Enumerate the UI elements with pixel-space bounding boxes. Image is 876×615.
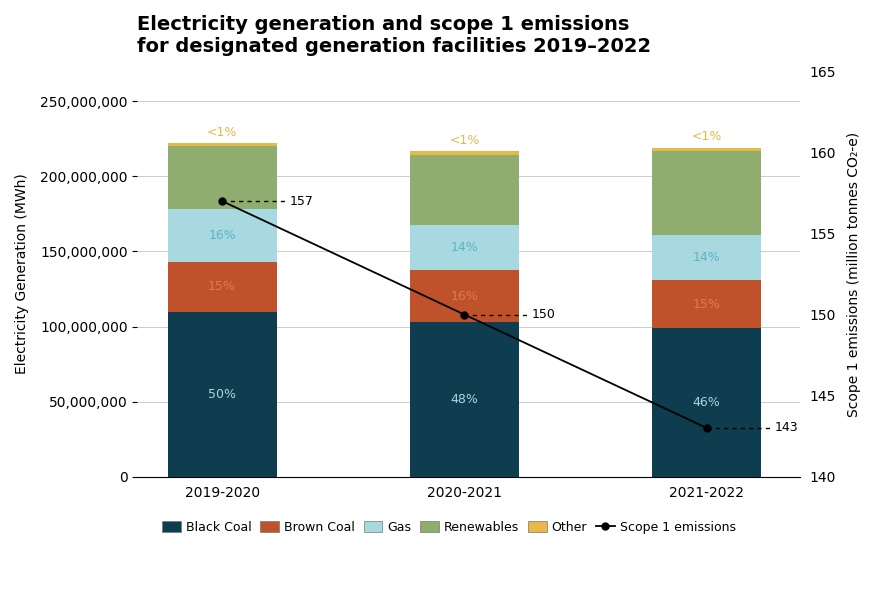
Text: 22%: 22% bbox=[450, 183, 478, 196]
Text: 26%: 26% bbox=[693, 186, 720, 199]
Legend: Black Coal, Brown Coal, Gas, Renewables, Other, Scope 1 emissions: Black Coal, Brown Coal, Gas, Renewables,… bbox=[157, 516, 740, 539]
Bar bbox=[167, 210, 277, 262]
Bar bbox=[410, 225, 519, 270]
Text: 143: 143 bbox=[774, 421, 798, 434]
Text: 16%: 16% bbox=[208, 229, 236, 242]
Bar bbox=[167, 143, 277, 146]
Bar bbox=[652, 280, 761, 328]
Text: 15%: 15% bbox=[208, 280, 236, 293]
Text: 50%: 50% bbox=[208, 387, 236, 400]
Text: 46%: 46% bbox=[693, 396, 720, 409]
Bar bbox=[652, 148, 761, 151]
Text: 157: 157 bbox=[290, 194, 314, 208]
Y-axis label: Scope 1 emissions (million tonnes CO₂-e): Scope 1 emissions (million tonnes CO₂-e) bbox=[847, 132, 861, 416]
Text: 16%: 16% bbox=[450, 290, 478, 303]
Bar bbox=[652, 328, 761, 477]
Bar bbox=[167, 262, 277, 312]
Text: 14%: 14% bbox=[693, 251, 720, 264]
Text: Electricity generation and scope 1 emissions
for designated generation facilitie: Electricity generation and scope 1 emiss… bbox=[138, 15, 652, 56]
Y-axis label: Electricity Generation (MWh): Electricity Generation (MWh) bbox=[15, 173, 29, 375]
Text: <1%: <1% bbox=[691, 130, 722, 143]
Bar bbox=[410, 155, 519, 225]
Text: <1%: <1% bbox=[449, 134, 479, 147]
Bar bbox=[410, 322, 519, 477]
Bar bbox=[652, 151, 761, 235]
Bar bbox=[410, 151, 519, 155]
Text: 15%: 15% bbox=[693, 298, 721, 311]
Text: <1%: <1% bbox=[207, 125, 237, 138]
Bar bbox=[167, 312, 277, 477]
Text: 48%: 48% bbox=[450, 393, 478, 406]
Bar bbox=[410, 270, 519, 322]
Text: 19%: 19% bbox=[208, 172, 236, 184]
Text: 150: 150 bbox=[532, 308, 556, 321]
Bar bbox=[652, 235, 761, 280]
Bar bbox=[167, 146, 277, 210]
Text: 14%: 14% bbox=[450, 241, 478, 254]
